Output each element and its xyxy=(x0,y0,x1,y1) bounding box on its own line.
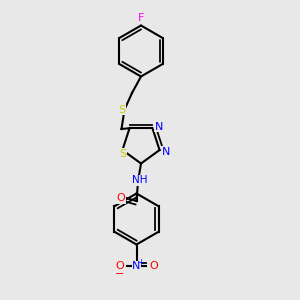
Text: F: F xyxy=(138,13,144,23)
Text: O: O xyxy=(149,261,158,272)
Text: N: N xyxy=(162,146,170,157)
Text: −: − xyxy=(115,269,124,279)
Text: +: + xyxy=(137,258,144,267)
Text: O: O xyxy=(116,193,125,203)
Text: NH: NH xyxy=(132,175,147,185)
Text: S: S xyxy=(119,148,126,159)
Text: N: N xyxy=(155,122,163,132)
Text: N: N xyxy=(132,261,141,272)
Text: O: O xyxy=(115,261,124,272)
Text: S: S xyxy=(118,104,125,115)
